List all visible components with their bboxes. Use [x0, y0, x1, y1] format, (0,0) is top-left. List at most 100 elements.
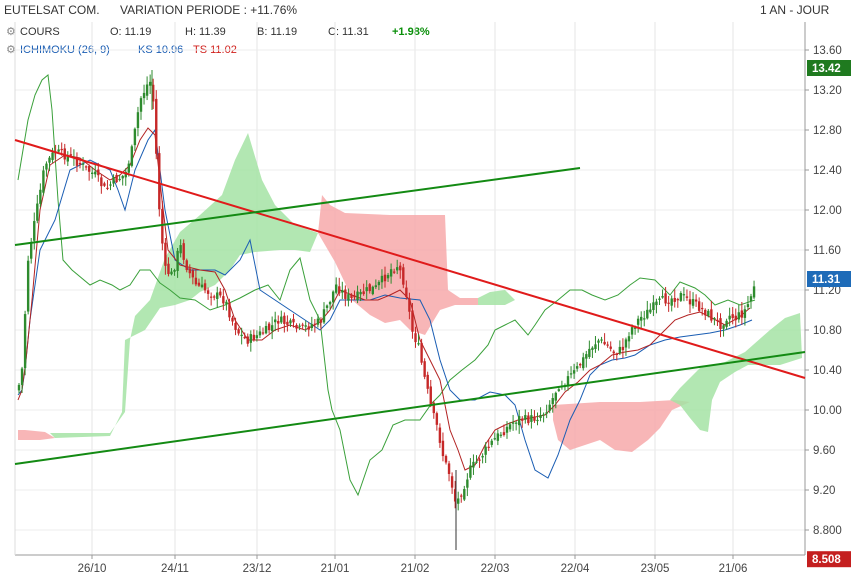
candle [658, 296, 661, 306]
candle [42, 165, 45, 196]
trendlines [14, 139, 806, 465]
candle-body [731, 314, 734, 319]
candle-body [179, 245, 182, 254]
candle [115, 172, 118, 184]
candle [389, 263, 393, 284]
candle-body [191, 270, 195, 278]
candle-body [579, 363, 582, 366]
candle-body [636, 318, 640, 325]
candle [716, 312, 719, 326]
candle [225, 299, 228, 311]
candle-body [331, 291, 335, 303]
candle [133, 127, 137, 151]
candle [158, 146, 161, 217]
candle [124, 168, 127, 186]
candle-body [542, 414, 545, 416]
candle [106, 180, 109, 191]
candle [48, 156, 51, 172]
candle-body [386, 274, 390, 279]
candle [414, 326, 417, 348]
last-badge-text: 11.31 [812, 274, 841, 286]
low-badge-bg [807, 551, 851, 568]
candle-body [450, 476, 454, 488]
candle-body [246, 336, 249, 344]
candle [588, 340, 591, 359]
candle [527, 412, 530, 426]
candle-body [325, 305, 329, 308]
candle [725, 318, 728, 330]
y-tick-label: 9.60 [813, 445, 835, 457]
candle [734, 308, 737, 328]
candle [313, 319, 317, 333]
candle [78, 159, 82, 169]
candle-body [697, 301, 701, 311]
candle-body [127, 163, 130, 173]
candle-body [313, 323, 317, 325]
candle [91, 166, 94, 179]
ohlc-legend: ⚙ COURS O: 11.19 H: 11.39 B: 11.19 C: 11… [0, 24, 500, 40]
candle [704, 308, 707, 321]
candle-body [582, 357, 585, 369]
candle-body [667, 302, 670, 304]
candle-body [621, 346, 625, 351]
candle-body [591, 347, 594, 350]
candle-body [633, 327, 637, 329]
candle-body [182, 243, 185, 260]
gear-icon[interactable]: ⚙ [6, 44, 16, 56]
candle [173, 268, 176, 276]
candle [447, 460, 451, 482]
candle-body [51, 152, 54, 160]
candle [487, 439, 490, 451]
candle-body [392, 271, 396, 273]
candle-body [685, 296, 689, 298]
candle-body [356, 291, 359, 301]
x-axis-labels: 26/10 24/11 23/12 21/01 21/02 22/03 22/04 23/05… [78, 555, 747, 575]
candle-body [94, 171, 97, 175]
candle [594, 336, 597, 353]
candle-body [100, 177, 103, 187]
x-tick-label: 23/05 [641, 563, 670, 575]
candle-body [243, 336, 246, 339]
candle [554, 391, 557, 409]
candle-body [66, 155, 69, 162]
candle [295, 323, 298, 333]
candle [514, 420, 518, 431]
candle-body [707, 310, 710, 316]
candle-body [554, 392, 557, 401]
gear-icon[interactable]: ⚙ [6, 26, 16, 38]
candle [335, 277, 338, 295]
candle [301, 322, 304, 330]
candle [597, 338, 600, 351]
candle [121, 174, 124, 186]
candle-body [295, 324, 298, 329]
candle-body [194, 277, 198, 285]
candle [545, 404, 548, 419]
candle [170, 268, 173, 276]
candle-body [75, 159, 79, 166]
candle-body [490, 440, 493, 445]
cloud-bear [318, 195, 478, 335]
candle [39, 183, 42, 208]
candle-body [277, 320, 280, 324]
candle [496, 429, 500, 446]
period-label[interactable]: 1 AN - JOUR [760, 3, 830, 17]
candle-body [106, 187, 109, 189]
cloud-bear [553, 400, 690, 452]
candle-body [594, 344, 597, 350]
candle-body [457, 498, 460, 504]
candle [600, 336, 603, 344]
candle [197, 278, 201, 287]
candle [612, 349, 615, 360]
candle [426, 371, 429, 394]
candle-body [679, 293, 683, 301]
candle [640, 311, 643, 330]
candle [277, 315, 280, 332]
candle-body [78, 162, 82, 165]
candle-body [469, 465, 472, 478]
candle-body [493, 438, 496, 440]
candle-body [219, 291, 222, 296]
candle-body [719, 318, 722, 329]
candle-body [670, 298, 673, 306]
candle-body [499, 434, 503, 436]
